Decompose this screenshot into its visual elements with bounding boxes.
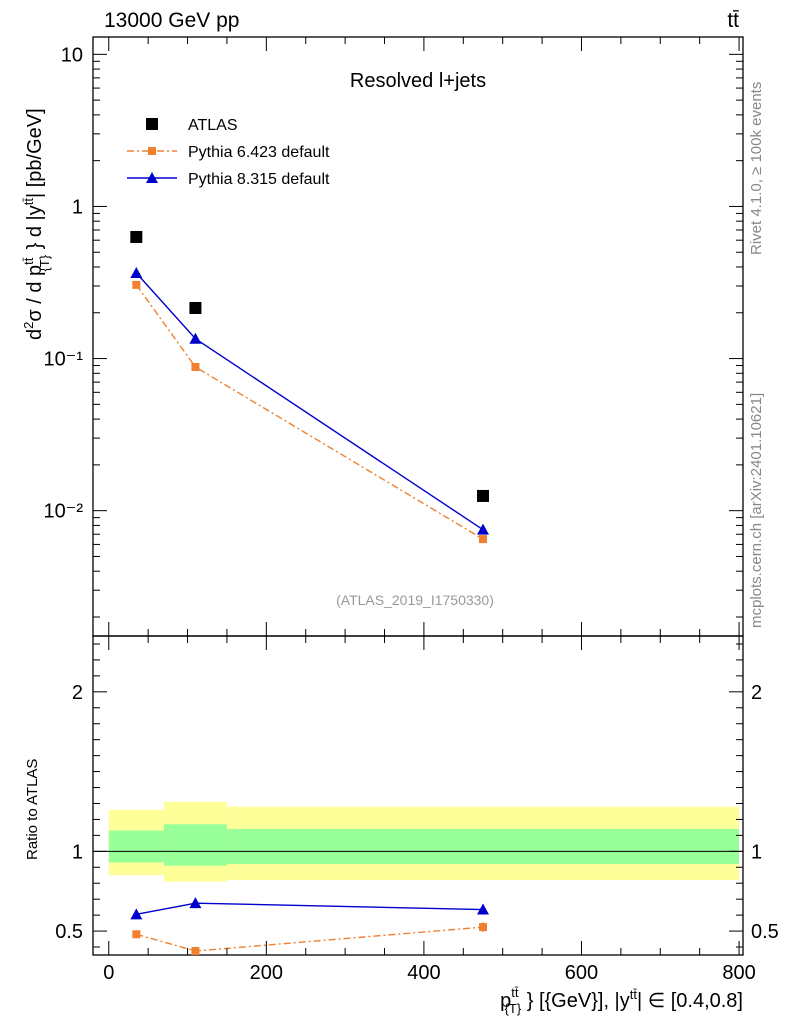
ratio-y-axis-label: Ratio to ATLAS: [24, 759, 41, 860]
mcplots-label: mcplots.cern.ch [arXiv:2401.10621]: [748, 393, 765, 628]
x-tick-label: 200: [250, 962, 283, 984]
ratio-data-point-1: [130, 908, 143, 920]
x-tick-label: 600: [565, 962, 598, 984]
legend: ATLAS Pythia 6.423 default Pythia 8.315 de…: [127, 117, 330, 188]
main-y-tick-label: 1: [72, 196, 83, 218]
ratio-y-tick-label-right: 0.5: [751, 921, 779, 943]
main-series-line-1: [135, 284, 484, 540]
ratio-data-point-0: [191, 947, 200, 956]
main-panel: Resolved l+jets (ATLAS_2019_I1750330) AT…: [44, 36, 744, 637]
ratio-y-tick-label-right: 1: [751, 841, 762, 863]
ratio-y-tick-label: 1: [72, 841, 83, 863]
x-tick-label: 0: [103, 962, 114, 984]
main-y-tick-label: 10: [61, 44, 83, 66]
main-y-axis-label: d2σ / d ptt̄{T} } d |ytt̄| [pb/GeV]: [21, 108, 52, 340]
ratio-data-point-1: [477, 903, 489, 915]
main-data-point-0: [130, 230, 143, 243]
ratio-series-line-1: [136, 902, 484, 916]
main-data-point-0: [477, 489, 489, 502]
ratio-panel: 0 200 400 600 800 0.5 0.5 1 1 2 2: [55, 635, 779, 984]
ratio-y-tick-label-right: 2: [751, 682, 762, 704]
energy-label: 13000 GeV pp: [104, 9, 239, 32]
legend-label: Pythia 6.423 default: [188, 144, 330, 161]
ratio-data-point-0: [132, 930, 141, 939]
main-y-tick-label: 10⁻¹: [44, 349, 84, 371]
ratio-band-stat: [163, 824, 227, 866]
main-panel-title: Resolved l+jets: [350, 70, 486, 92]
ratio-data-point-1: [189, 897, 202, 909]
main-y-tick-label: 10⁻²: [44, 501, 84, 523]
ratio-band-stat: [226, 828, 740, 865]
rivet-label: Rivet 4.1.0, ≥ 100k events: [748, 82, 765, 255]
legend-marker: [146, 118, 158, 130]
main-series-line-2: [135, 272, 484, 531]
ratio-plot-frame: [92, 635, 744, 956]
ratio-band-stat: [108, 830, 164, 863]
main-data-point-2: [477, 523, 489, 535]
x-tick-label: 400: [407, 962, 440, 984]
main-data-point-1: [191, 363, 200, 372]
main-data-point-0: [189, 301, 202, 314]
x-tick-label: 800: [722, 962, 755, 984]
ratio-y-tick-label: 2: [72, 682, 83, 704]
main-data-point-1: [479, 535, 487, 544]
legend-marker: [148, 147, 156, 155]
ratio-y-tick-label: 0.5: [55, 921, 83, 943]
svg-text:d2σ / d ptt̄{T} } d |ytt̄| [pb: d2σ / d ptt̄{T} } d |ytt̄| [pb/GeV]: [21, 108, 52, 340]
analysis-watermark: (ATLAS_2019_I1750330): [336, 592, 494, 608]
main-data-point-1: [132, 280, 141, 289]
main-data-point-2: [189, 332, 202, 344]
process-label: tt̄: [727, 9, 739, 32]
main-data-point-2: [130, 267, 143, 279]
svg-text:ptt̄{T} } [{GeV}], |ytt̄| ∈ [0: ptt̄ {T} } [{GeV}], |ytt̄| ∈ [0.4,0.8]: [500, 985, 743, 1016]
legend-label: Pythia 8.315 default: [188, 171, 330, 188]
ratio-data-point-0: [479, 923, 487, 932]
legend-marker: [146, 172, 158, 183]
x-axis-label: ptt̄ {T} } [{GeV}], |ytt̄| ∈ [0.4,0.8]: [500, 985, 743, 1016]
ratio-series-line-0: [136, 926, 484, 952]
legend-label: ATLAS: [188, 117, 238, 134]
